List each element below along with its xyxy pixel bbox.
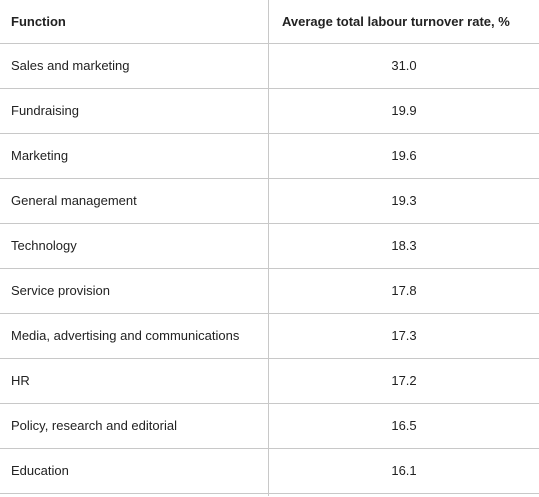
function-cell: HR bbox=[0, 359, 269, 403]
rate-cell: 17.2 bbox=[391, 373, 417, 388]
rate-cell: 16.1 bbox=[391, 463, 417, 478]
rate-cell: 19.9 bbox=[391, 103, 417, 118]
column-header-turnover-rate: Average total labour turnover rate, % bbox=[282, 13, 510, 29]
table-row: HR 17.2 bbox=[0, 359, 539, 404]
function-cell: Policy, research and editorial bbox=[0, 404, 269, 448]
function-cell: Marketing bbox=[0, 134, 269, 178]
table-row: Education 16.1 bbox=[0, 449, 539, 494]
table-row: Sales and marketing 31.0 bbox=[0, 44, 539, 89]
rate-cell: 16.5 bbox=[391, 418, 417, 433]
function-cell: Technology bbox=[0, 224, 269, 268]
column-header-function: Function bbox=[0, 0, 269, 43]
function-cell: General management bbox=[0, 179, 269, 223]
function-cell: Sales and marketing bbox=[0, 44, 269, 88]
table-row: Media, advertising and communications 17… bbox=[0, 314, 539, 359]
rate-cell: 18.3 bbox=[391, 238, 417, 253]
table-row: Service provision 17.8 bbox=[0, 269, 539, 314]
table-row: Marketing 19.6 bbox=[0, 134, 539, 179]
table-row: Fundraising 19.9 bbox=[0, 89, 539, 134]
rate-cell: 31.0 bbox=[391, 58, 417, 73]
table-row: General management 19.3 bbox=[0, 179, 539, 224]
table-continuation bbox=[0, 494, 539, 496]
function-cell: Media, advertising and communications bbox=[0, 314, 269, 358]
table-row: Policy, research and editorial 16.5 bbox=[0, 404, 539, 449]
column-divider bbox=[0, 494, 269, 496]
rate-cell: 19.6 bbox=[391, 148, 417, 163]
table-row: Technology 18.3 bbox=[0, 224, 539, 269]
table-header-row: Function Average total labour turnover r… bbox=[0, 0, 539, 44]
rate-cell: 19.3 bbox=[391, 193, 417, 208]
function-cell: Fundraising bbox=[0, 89, 269, 133]
rate-cell: 17.3 bbox=[391, 328, 417, 343]
function-cell: Service provision bbox=[0, 269, 269, 313]
rate-cell: 17.8 bbox=[391, 283, 417, 298]
function-cell: Education bbox=[0, 449, 269, 493]
